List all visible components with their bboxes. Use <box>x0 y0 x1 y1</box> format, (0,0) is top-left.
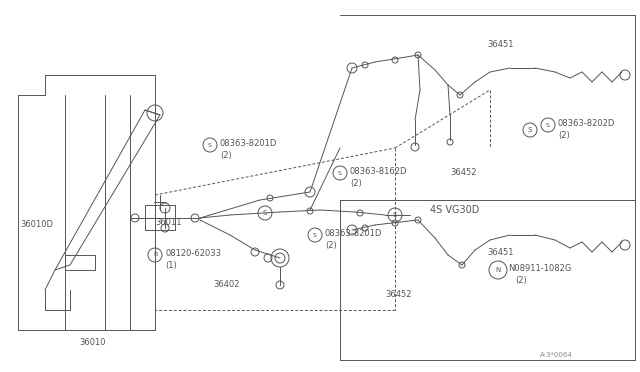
Text: S: S <box>263 210 267 216</box>
Text: 36011: 36011 <box>155 218 182 227</box>
Text: 36452: 36452 <box>450 168 477 177</box>
Text: 08363-8162D: 08363-8162D <box>350 167 408 176</box>
Text: 08363-8202D: 08363-8202D <box>558 119 616 128</box>
Text: N: N <box>495 267 500 273</box>
Text: 4S VG30D: 4S VG30D <box>430 205 479 215</box>
Text: 08120-62033: 08120-62033 <box>165 249 221 258</box>
Text: 36452: 36452 <box>385 290 412 299</box>
Text: S: S <box>528 127 532 133</box>
Text: 08363-8201D: 08363-8201D <box>220 139 277 148</box>
Text: (2): (2) <box>558 131 570 140</box>
Text: 36451: 36451 <box>487 248 513 257</box>
Text: S: S <box>393 212 397 218</box>
Text: 36010: 36010 <box>80 338 106 347</box>
Text: 36451: 36451 <box>487 40 513 49</box>
Text: B: B <box>153 253 157 257</box>
Text: (1): (1) <box>165 261 177 270</box>
Text: (2): (2) <box>220 151 232 160</box>
Text: S: S <box>546 122 550 128</box>
Text: N08911-1082G: N08911-1082G <box>508 264 572 273</box>
Text: 36010D: 36010D <box>20 220 53 229</box>
Text: (2): (2) <box>515 276 527 285</box>
Text: S: S <box>208 142 212 148</box>
Text: (2): (2) <box>325 241 337 250</box>
Text: A·3*0064: A·3*0064 <box>540 352 573 358</box>
Text: 36402: 36402 <box>213 280 239 289</box>
Text: (2): (2) <box>350 179 362 188</box>
Text: S: S <box>313 232 317 237</box>
Text: 08363-8201D: 08363-8201D <box>325 229 382 238</box>
Text: S: S <box>338 170 342 176</box>
